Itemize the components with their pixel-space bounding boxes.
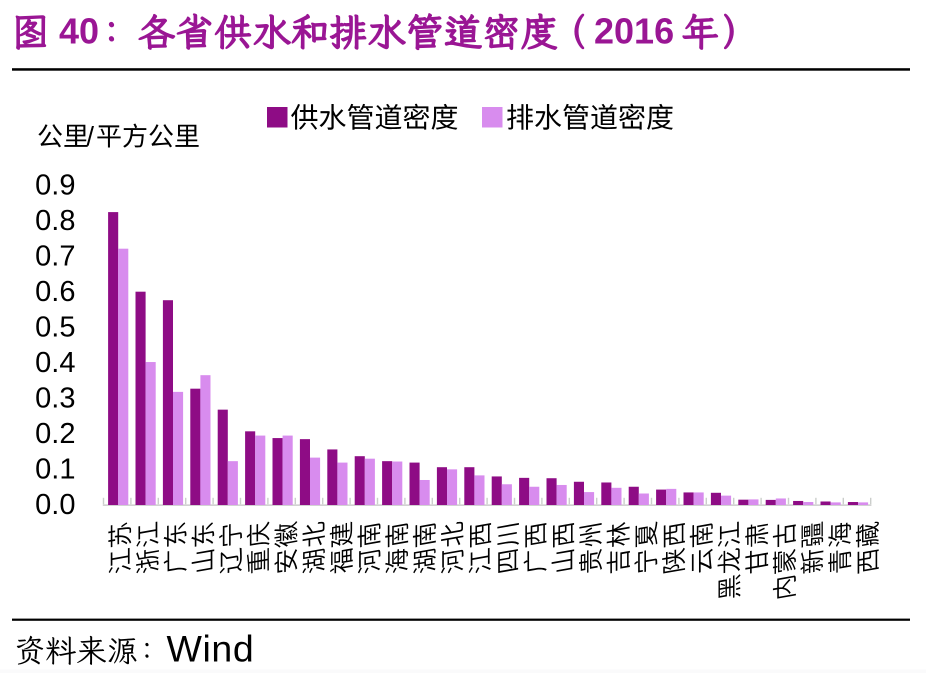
svg-text:40: 40 (59, 11, 99, 52)
svg-text:0.4: 0.4 (35, 347, 75, 379)
svg-text:Wind: Wind (167, 627, 255, 669)
svg-text:0.7: 0.7 (35, 240, 75, 272)
svg-text:0.3: 0.3 (35, 383, 75, 415)
svg-text:0.9: 0.9 (35, 169, 75, 201)
svg-text:0.1: 0.1 (35, 454, 75, 486)
svg-text:0.5: 0.5 (35, 311, 75, 343)
svg-text:2016: 2016 (594, 11, 674, 52)
svg-text:0.2: 0.2 (35, 418, 75, 450)
svg-text:/: / (87, 122, 95, 152)
svg-text:0.0: 0.0 (35, 489, 75, 521)
svg-text:0.8: 0.8 (35, 205, 75, 237)
svg-text:0.6: 0.6 (35, 276, 75, 308)
